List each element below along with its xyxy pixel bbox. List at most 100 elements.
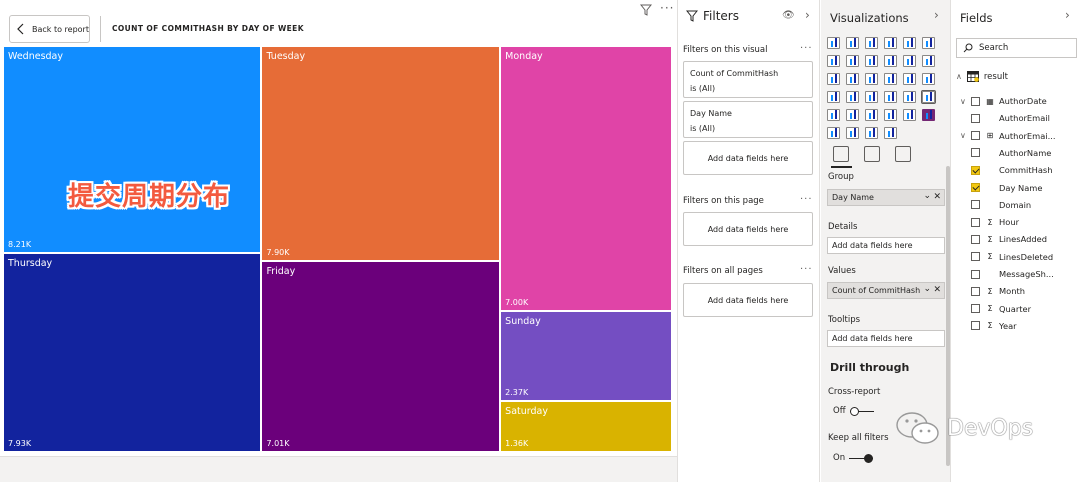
filters-visual-add-field[interactable]: Add data fields here bbox=[683, 141, 813, 175]
eye-icon[interactable]: 👁 bbox=[782, 10, 795, 21]
visual-type-icon[interactable] bbox=[846, 55, 859, 67]
field-checkbox[interactable] bbox=[971, 269, 980, 279]
treemap-tile-saturday[interactable]: Saturday 1.36K bbox=[500, 400, 672, 452]
field-checkbox[interactable] bbox=[971, 217, 980, 227]
chevron-down-icon[interactable]: ∨ bbox=[960, 131, 966, 141]
visual-type-icon[interactable] bbox=[865, 55, 878, 67]
chevron-right-icon[interactable]: › bbox=[805, 8, 810, 22]
chevron-right-icon[interactable]: › bbox=[934, 8, 939, 22]
field-item[interactable]: Σ LinesAdded bbox=[960, 233, 1047, 245]
field-checkbox[interactable] bbox=[971, 148, 980, 158]
field-item[interactable]: Σ Hour bbox=[960, 216, 1019, 228]
visual-type-icon[interactable] bbox=[865, 73, 878, 85]
viz-pane-scrollbar[interactable] bbox=[946, 166, 950, 466]
chevron-down-icon[interactable]: ⌄ bbox=[923, 191, 931, 201]
visual-type-icon[interactable] bbox=[846, 127, 859, 139]
analytics-tab-icon[interactable] bbox=[895, 146, 911, 162]
chevron-down-icon[interactable]: ⌄ bbox=[923, 284, 931, 294]
well-values-field[interactable]: Count of CommitHash ⌄ ✕ bbox=[827, 282, 945, 299]
field-item[interactable]: CommitHash bbox=[960, 164, 1053, 176]
filters-visual-more-icon[interactable]: ··· bbox=[800, 43, 813, 54]
field-checkbox[interactable] bbox=[971, 321, 980, 331]
field-item[interactable]: AuthorName bbox=[960, 147, 1051, 159]
visual-type-icon[interactable] bbox=[865, 109, 878, 121]
visual-type-icon[interactable] bbox=[884, 37, 897, 49]
table-result[interactable]: ∧ result bbox=[956, 71, 1008, 82]
fields-search-input[interactable]: Search bbox=[956, 38, 1077, 58]
field-checkbox[interactable] bbox=[971, 131, 980, 141]
chevron-down-icon[interactable]: ∧ bbox=[956, 72, 962, 81]
visual-type-icon[interactable] bbox=[884, 109, 897, 121]
visual-type-icon[interactable] bbox=[903, 91, 916, 103]
treemap-tile-wednesday[interactable]: Wednesday 8.21K bbox=[3, 46, 262, 253]
field-checkbox[interactable] bbox=[971, 165, 980, 175]
visual-type-icon[interactable] bbox=[827, 55, 840, 67]
visual-type-icon[interactable] bbox=[846, 73, 859, 85]
treemap-tile-sunday[interactable]: Sunday 2.37K bbox=[500, 310, 672, 401]
visual-type-icon[interactable] bbox=[846, 91, 859, 103]
visual-type-icon[interactable] bbox=[884, 73, 897, 85]
field-checkbox[interactable] bbox=[971, 304, 980, 314]
visual-type-icon[interactable] bbox=[922, 37, 935, 49]
field-item[interactable]: Σ Year bbox=[960, 320, 1017, 332]
visual-type-icon[interactable] bbox=[827, 109, 840, 121]
chevron-right-icon[interactable]: › bbox=[1065, 8, 1070, 22]
filters-all-pages-add-field[interactable]: Add data fields here bbox=[683, 283, 813, 317]
field-item[interactable]: Σ Month bbox=[960, 285, 1025, 297]
field-checkbox[interactable] bbox=[971, 183, 980, 192]
field-item[interactable]: AuthorEmail bbox=[960, 112, 1050, 124]
treemap-tile-thursday[interactable]: Thursday 7.93K bbox=[3, 252, 262, 452]
close-icon[interactable]: ✕ bbox=[933, 285, 941, 295]
visual-type-icon[interactable] bbox=[922, 109, 935, 121]
field-item[interactable]: ∨ ⊞ AuthorEmai... bbox=[960, 130, 1056, 142]
visual-type-icon[interactable] bbox=[827, 37, 840, 49]
field-item[interactable]: Σ Quarter bbox=[960, 303, 1031, 315]
filter-card-day-name[interactable]: Day Name is (All) bbox=[683, 101, 813, 138]
well-group-field[interactable]: Day Name ⌄ ✕ bbox=[827, 189, 945, 206]
well-details-field[interactable]: Add data fields here bbox=[827, 237, 945, 254]
visual-type-icon[interactable] bbox=[827, 91, 840, 103]
cross-report-toggle[interactable]: Off bbox=[833, 406, 874, 416]
chevron-down-icon[interactable]: ∨ bbox=[960, 96, 966, 106]
field-checkbox[interactable] bbox=[971, 234, 980, 244]
field-checkbox[interactable] bbox=[971, 252, 980, 262]
visual-type-icon[interactable] bbox=[922, 55, 935, 67]
visual-filter-icon[interactable] bbox=[640, 4, 652, 16]
keep-filters-toggle[interactable]: On bbox=[833, 453, 874, 463]
well-tooltips-field[interactable]: Add data fields here bbox=[827, 330, 945, 347]
treemap-tile-monday[interactable]: Monday 7.00K bbox=[500, 46, 672, 311]
field-item[interactable]: Σ LinesDeleted bbox=[960, 251, 1053, 263]
field-checkbox[interactable] bbox=[971, 286, 980, 296]
field-item[interactable]: ∨ ▦ AuthorDate bbox=[960, 95, 1047, 107]
filters-page-more-icon[interactable]: ··· bbox=[800, 194, 813, 205]
visual-type-icon[interactable] bbox=[865, 127, 878, 139]
field-item[interactable]: MessageSh... bbox=[960, 268, 1054, 280]
visual-type-icon[interactable] bbox=[903, 109, 916, 121]
field-checkbox[interactable] bbox=[971, 200, 980, 210]
treemap-tile-friday[interactable]: Friday 7.01K bbox=[261, 261, 501, 452]
visual-type-icon[interactable] bbox=[865, 91, 878, 103]
field-item[interactable]: Day Name bbox=[960, 182, 1043, 194]
visual-type-icon[interactable] bbox=[827, 127, 840, 139]
filter-card-count[interactable]: Count of CommitHash is (All) bbox=[683, 61, 813, 98]
visual-type-icon[interactable] bbox=[884, 91, 897, 103]
visual-type-icon[interactable] bbox=[903, 55, 916, 67]
visual-type-icon[interactable] bbox=[903, 37, 916, 49]
treemap-tile-tuesday[interactable]: Tuesday 7.90K bbox=[261, 46, 501, 262]
format-tab-icon[interactable] bbox=[864, 146, 880, 162]
close-icon[interactable]: ✕ bbox=[933, 192, 941, 202]
visual-type-icon[interactable] bbox=[884, 127, 897, 139]
visual-type-icon[interactable] bbox=[921, 90, 936, 104]
fields-tab-icon[interactable] bbox=[833, 146, 849, 162]
field-checkbox[interactable] bbox=[971, 113, 980, 123]
visual-more-options-icon[interactable]: ··· bbox=[660, 1, 675, 15]
visual-type-icon[interactable] bbox=[903, 73, 916, 85]
visual-type-icon[interactable] bbox=[884, 55, 897, 67]
filters-all-pages-more-icon[interactable]: ··· bbox=[800, 264, 813, 275]
visual-type-icon[interactable] bbox=[846, 109, 859, 121]
field-item[interactable]: Domain bbox=[960, 199, 1031, 211]
visual-type-icon[interactable] bbox=[865, 37, 878, 49]
visual-type-icon[interactable] bbox=[827, 73, 840, 85]
filters-page-add-field[interactable]: Add data fields here bbox=[683, 212, 813, 246]
field-checkbox[interactable] bbox=[971, 96, 980, 106]
